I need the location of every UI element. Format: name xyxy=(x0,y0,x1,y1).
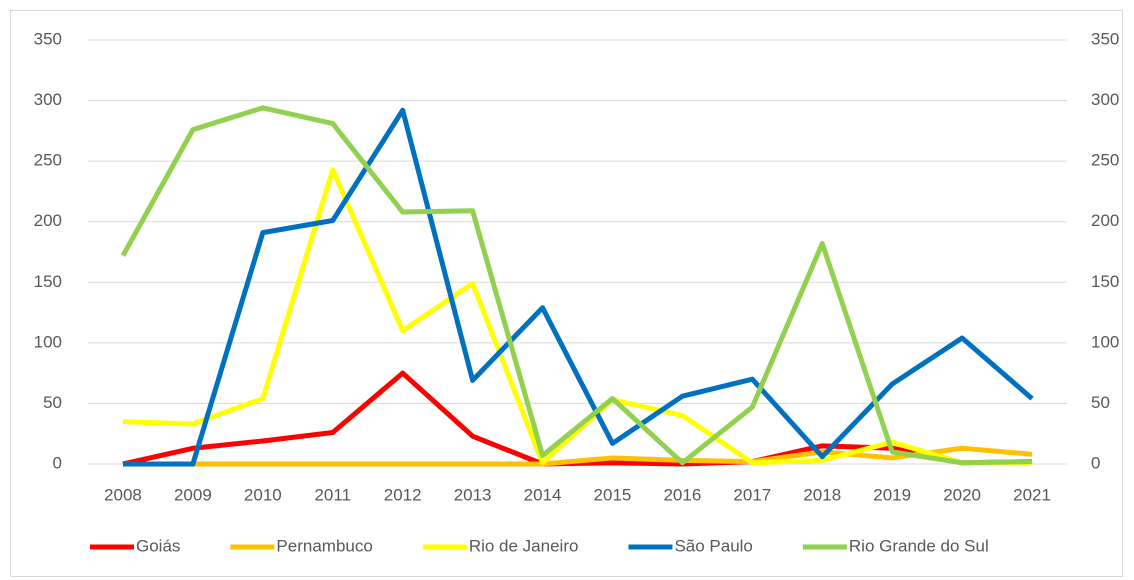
y-tick-label: 50 xyxy=(43,393,62,412)
y-tick-label: 300 xyxy=(34,90,62,109)
x-tick-label: 2012 xyxy=(384,485,422,504)
y2-tick-label: 350 xyxy=(1091,29,1119,48)
x-tick-label: 2009 xyxy=(174,485,212,504)
x-tick-label: 2011 xyxy=(314,485,351,504)
x-tick-label: 2021 xyxy=(1013,485,1051,504)
x-tick-label: 2019 xyxy=(873,485,911,504)
series-line xyxy=(122,107,1034,467)
legend-label: Pernambuco xyxy=(276,536,372,555)
x-tick-label: 2013 xyxy=(454,485,492,504)
x-tick-label: 2008 xyxy=(104,485,142,504)
y2-tick-label: 300 xyxy=(1091,90,1119,109)
y-tick-label: 200 xyxy=(34,211,62,230)
x-tick-label: 2014 xyxy=(524,485,562,504)
series-line xyxy=(122,445,1033,467)
y2-tick-label: 150 xyxy=(1091,272,1119,291)
x-tick-label: 2015 xyxy=(594,485,632,504)
y2-tick-label: 250 xyxy=(1091,151,1119,170)
chart-border xyxy=(10,10,1123,577)
y2-tick-label: 200 xyxy=(1091,211,1119,230)
x-tick-label: 2020 xyxy=(943,485,981,504)
y-tick-label: 100 xyxy=(34,332,62,351)
y2-tick-label: 100 xyxy=(1091,332,1119,351)
legend-label: Rio Grande do Sul xyxy=(849,536,989,555)
y-tick-label: 350 xyxy=(34,29,62,48)
series-line xyxy=(122,167,1033,466)
y-tick-label: 0 xyxy=(53,453,62,472)
legend-label: São Paulo xyxy=(674,536,752,555)
legend-label: Rio de Janeiro xyxy=(469,536,579,555)
y-tick-label: 250 xyxy=(34,151,62,170)
legend-label: Goiás xyxy=(136,536,180,555)
x-tick-label: 2010 xyxy=(244,485,282,504)
x-tick-label: 2016 xyxy=(663,485,701,504)
y-tick-label: 150 xyxy=(34,272,62,291)
x-tick-label: 2017 xyxy=(733,485,771,504)
y2-tick-label: 0 xyxy=(1091,453,1100,472)
series-line xyxy=(120,105,1033,466)
y2-tick-label: 50 xyxy=(1091,393,1110,412)
x-tick-label: 2018 xyxy=(803,485,841,504)
